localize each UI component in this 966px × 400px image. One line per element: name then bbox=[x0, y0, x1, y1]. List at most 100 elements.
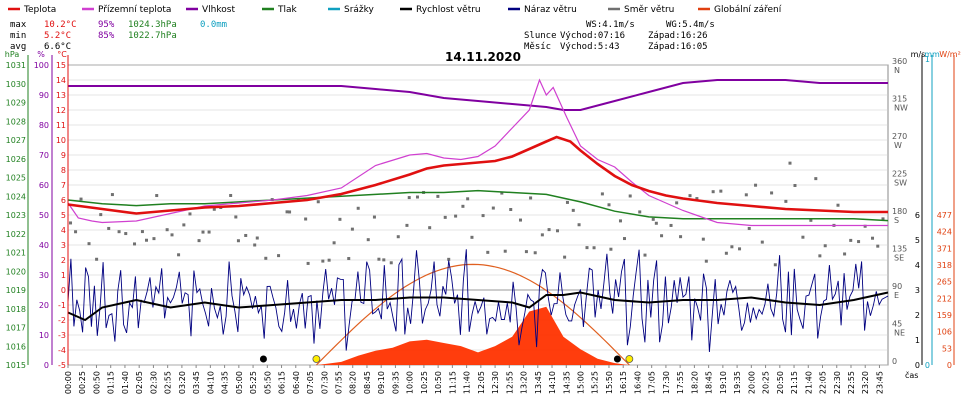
legend-label-6: Náraz větru bbox=[524, 5, 577, 15]
tick-pct: 90 bbox=[39, 91, 49, 100]
wind-dir-dot bbox=[638, 210, 642, 214]
wind-dir-dot bbox=[754, 183, 758, 187]
tick-deg: 135 bbox=[892, 245, 907, 254]
wind-gust-max: WG:5.4m/s bbox=[666, 20, 715, 30]
tick-dir: E bbox=[894, 291, 899, 300]
tick-x: 15:25 bbox=[591, 371, 600, 394]
legend-label-4: Srážky bbox=[344, 5, 375, 15]
wind-dir-dot bbox=[332, 241, 336, 245]
axis-unit-mm: mm bbox=[924, 50, 940, 59]
tick-x: 12:30 bbox=[491, 371, 500, 394]
tick-x: 15:50 bbox=[605, 371, 614, 394]
wind-dir-dot bbox=[857, 240, 861, 244]
legend-label-7: Směr větru bbox=[624, 5, 674, 15]
series-wind-gust bbox=[67, 249, 889, 353]
wind-dir-dot bbox=[366, 238, 370, 242]
tick-x: 22:05 bbox=[819, 371, 828, 394]
wind-dir-dot bbox=[207, 230, 211, 234]
tick-pct: 20 bbox=[39, 301, 49, 310]
series-radiation bbox=[317, 306, 629, 365]
wind-dir-dot bbox=[133, 242, 137, 246]
tick-degc: 10 bbox=[56, 136, 66, 145]
tick-pct: 70 bbox=[39, 151, 49, 160]
wind-dir-dot bbox=[306, 261, 310, 265]
wind-dir-dot bbox=[679, 235, 683, 239]
tick-dir: NE bbox=[894, 329, 905, 338]
tick-hpa: 1020 bbox=[6, 267, 26, 276]
tick-degc: -5 bbox=[58, 361, 66, 370]
wind-dir-dot bbox=[236, 239, 240, 243]
tick-x: 04:10 bbox=[206, 371, 215, 394]
tick-wm2: 424 bbox=[937, 228, 952, 237]
wind-dir-dot bbox=[372, 215, 376, 219]
tick-degc: 14 bbox=[56, 76, 66, 85]
tick-hpa: 1017 bbox=[6, 324, 26, 333]
wind-dir-dot bbox=[288, 210, 292, 214]
wind-dir-dot bbox=[849, 238, 853, 242]
stats-max-temp: 10.2°C bbox=[44, 20, 77, 30]
tick-degc: 11 bbox=[56, 121, 66, 130]
tick-hpa: 1022 bbox=[6, 230, 26, 239]
wind-dir-dot bbox=[524, 250, 528, 254]
wind-dir-dot bbox=[695, 197, 699, 201]
wind-dir-dot bbox=[443, 215, 447, 219]
tick-degc: 7 bbox=[61, 181, 66, 190]
wind-dir-dot bbox=[836, 203, 840, 207]
wind-dir-dot bbox=[327, 258, 331, 262]
axis-unit-degc: °C bbox=[57, 50, 67, 59]
wind-dir-dot bbox=[760, 240, 764, 244]
sunrise-marker bbox=[312, 355, 321, 363]
tick-x: 16:15 bbox=[619, 371, 628, 394]
tick-degc: 0 bbox=[61, 286, 66, 295]
moon-set: Západ:16:05 bbox=[648, 42, 708, 52]
tick-x: 16:40 bbox=[633, 371, 642, 394]
moonset-marker bbox=[613, 355, 621, 363]
wind-dir-dot bbox=[117, 230, 121, 234]
wind-dir-dot bbox=[255, 236, 259, 240]
tick-dir: SW bbox=[894, 179, 907, 188]
tick-x: 22:30 bbox=[833, 371, 842, 394]
wind-dir-dot bbox=[814, 177, 818, 181]
tick-x: 17:05 bbox=[648, 371, 657, 394]
wind-dir-dot bbox=[79, 197, 83, 201]
tick-x: 00:25 bbox=[78, 371, 87, 394]
tick-x: 23:20 bbox=[861, 371, 870, 394]
tick-x: 06:15 bbox=[278, 371, 287, 394]
wind-dir-dot bbox=[264, 256, 268, 260]
tick-wm2: 53 bbox=[942, 344, 952, 353]
wind-dir-dot bbox=[415, 195, 419, 199]
series-temperature bbox=[67, 135, 888, 215]
tick-degc: 13 bbox=[56, 91, 66, 100]
tick-x: 12:55 bbox=[505, 371, 514, 394]
wind-dir-dot bbox=[881, 217, 885, 221]
legend-label-0: Teplota bbox=[23, 5, 56, 15]
tick-pct: 100 bbox=[34, 61, 49, 70]
tick-x: 08:20 bbox=[349, 371, 358, 394]
tick-degc: 6 bbox=[61, 196, 66, 205]
stats-min-temp: 5.2°C bbox=[44, 31, 71, 41]
stats-avg-temp: 6.6°C bbox=[44, 42, 71, 52]
wind-dir-dot bbox=[197, 239, 201, 243]
wind-speed-max: WS:4.1m/s bbox=[586, 20, 635, 30]
wind-dir-dot bbox=[347, 257, 351, 261]
wind-dir-dot bbox=[651, 217, 655, 221]
legend-label-8: Globální záření bbox=[714, 5, 782, 15]
wind-dir-dot bbox=[316, 200, 320, 204]
wind-dir-dot bbox=[675, 201, 679, 205]
wind-dir-dot bbox=[788, 161, 792, 165]
tick-hpa: 1028 bbox=[6, 117, 26, 126]
tick-x: 10:25 bbox=[420, 371, 429, 394]
wind-dir-dot bbox=[770, 191, 774, 195]
wind-dir-dot bbox=[585, 246, 589, 250]
stats-max-hum: 95% bbox=[98, 20, 115, 30]
wind-dir-dot bbox=[74, 230, 78, 234]
axis-unit-time: čas bbox=[905, 370, 918, 380]
wind-dir-dot bbox=[377, 257, 381, 261]
tick-x: 07:05 bbox=[306, 371, 315, 394]
tick-x: 21:40 bbox=[804, 371, 813, 394]
tick-wm2: 106 bbox=[937, 328, 952, 337]
tick-x: 03:20 bbox=[178, 371, 187, 394]
wind-dir-dot bbox=[555, 229, 559, 233]
tick-degc: 3 bbox=[61, 241, 66, 250]
